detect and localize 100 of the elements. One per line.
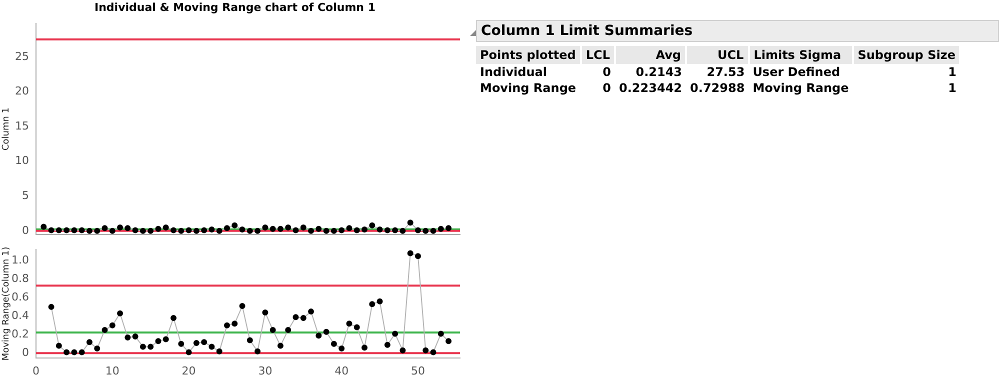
point [300, 315, 306, 322]
point [117, 310, 124, 316]
point [64, 349, 70, 356]
point [285, 224, 292, 230]
text: 1 [947, 80, 958, 96]
point [64, 227, 70, 234]
point [148, 228, 154, 234]
point [140, 228, 146, 234]
point [102, 327, 108, 334]
point [208, 344, 215, 350]
point [201, 339, 208, 346]
y-axis-title: Moving Range(Column 1) [2, 246, 12, 361]
y-axis-title: Column 1 [2, 107, 12, 151]
point [346, 225, 352, 232]
point [285, 327, 292, 334]
point [277, 226, 284, 232]
y-tick-label: 0.4 [12, 309, 29, 322]
point [414, 253, 421, 260]
point [392, 227, 398, 234]
point [132, 334, 138, 340]
point [362, 226, 368, 233]
point [308, 228, 314, 234]
text: Column 1 Limit Summaries [476, 20, 999, 42]
x-tick-label: 50 [410, 364, 425, 378]
point [338, 346, 345, 352]
point [414, 227, 421, 234]
point [430, 349, 436, 356]
y-tick-label: 1.0 [12, 254, 29, 267]
x-tick-label: 30 [258, 364, 272, 378]
y-tick-label: 0 [22, 224, 29, 237]
point [376, 298, 383, 304]
point [400, 347, 406, 354]
point [407, 250, 414, 256]
point [430, 228, 436, 234]
y-tick-label: 25 [15, 50, 29, 63]
point [277, 342, 284, 349]
text: 27.53 [706, 64, 746, 80]
point [338, 227, 345, 234]
point [170, 315, 177, 322]
point [155, 338, 162, 344]
point [292, 227, 299, 234]
point [170, 227, 177, 234]
point [178, 228, 184, 234]
point [94, 228, 100, 234]
point [162, 224, 169, 230]
point [422, 228, 429, 234]
point [109, 322, 116, 328]
point [346, 320, 352, 327]
category-label: LCL [580, 46, 616, 64]
point [155, 226, 162, 232]
point [362, 344, 368, 351]
point [48, 304, 54, 310]
x-tick-label: 40 [334, 364, 349, 378]
text: 0 [602, 80, 612, 96]
chart-title: Individual & Moving Range chart of Column 1 [94, 1, 376, 14]
category-label: Points plotted [476, 46, 581, 64]
text: 0.2143 [634, 64, 684, 80]
point [316, 332, 322, 339]
text: User Defined [752, 64, 842, 80]
point [178, 340, 184, 347]
point [232, 222, 238, 228]
point [254, 348, 261, 354]
point [56, 342, 62, 349]
point [330, 228, 337, 234]
point [292, 314, 299, 320]
point [270, 226, 276, 232]
text: 0.72988 [689, 80, 746, 96]
point [109, 228, 116, 234]
point [208, 226, 215, 233]
point [132, 227, 138, 234]
point [78, 349, 85, 356]
point [56, 227, 62, 234]
point [323, 328, 330, 335]
point [71, 227, 78, 234]
x-tick-label: 10 [105, 364, 120, 378]
point [124, 225, 131, 232]
point [216, 348, 222, 354]
point [216, 228, 222, 234]
text: Moving Range [752, 80, 850, 96]
point [384, 227, 390, 234]
point [48, 227, 54, 234]
point [407, 220, 414, 226]
point [186, 349, 192, 356]
point [193, 228, 200, 234]
category-label: Limits Sigma [748, 46, 853, 64]
point [94, 346, 100, 352]
category-label: UCL [686, 46, 749, 64]
point [71, 349, 78, 356]
text: 1 [947, 64, 958, 80]
point [392, 330, 398, 337]
y-tick-label: 5 [22, 188, 29, 202]
point [40, 224, 47, 230]
point [148, 344, 154, 350]
point [422, 347, 429, 354]
point [86, 339, 92, 346]
point [239, 226, 246, 233]
y-tick-label: 0.6 [12, 290, 29, 304]
category-label: Avg [615, 46, 686, 64]
point [400, 228, 406, 234]
text: 0.223442 [618, 80, 684, 96]
